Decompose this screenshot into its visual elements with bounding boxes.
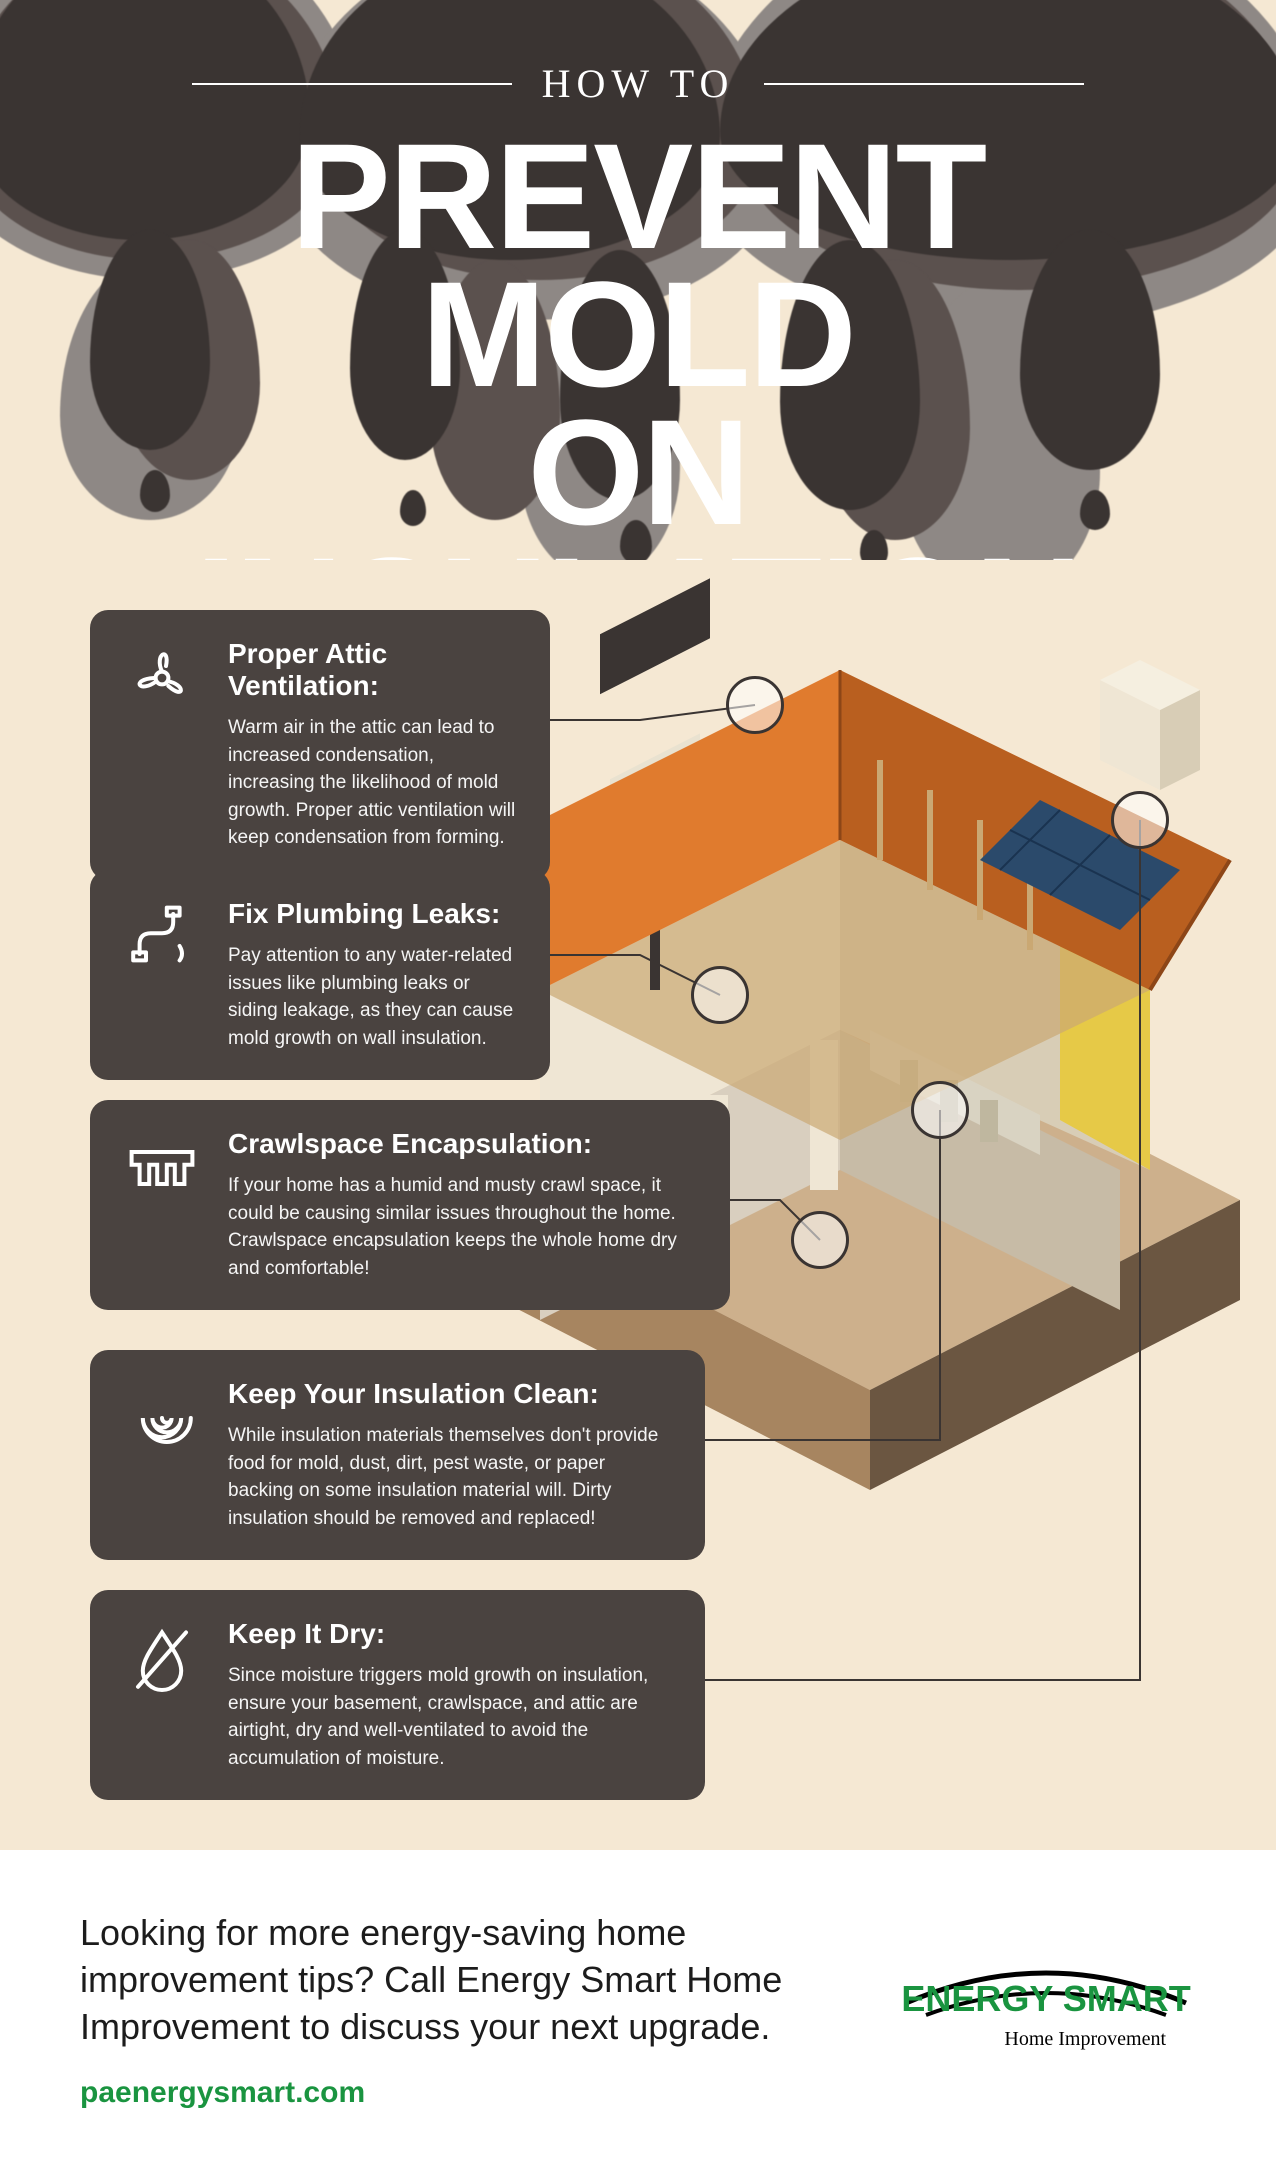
target-marker xyxy=(911,1081,969,1139)
card-body: Since moisture triggers mold growth on i… xyxy=(228,1662,673,1772)
footer: Looking for more energy-saving home impr… xyxy=(0,1850,1276,2180)
brand-logo: ENERGY SMART Home Improvement xyxy=(856,1953,1196,2068)
target-marker xyxy=(726,676,784,734)
card-body: Pay attention to any water-related issue… xyxy=(228,942,518,1052)
main-canvas: Proper Attic Ventilation: Warm air in th… xyxy=(0,560,1276,1850)
divider xyxy=(192,83,512,85)
card-heading: Crawlspace Encapsulation: xyxy=(228,1128,698,1160)
card-heading: Keep Your Insulation Clean: xyxy=(228,1378,673,1410)
footer-cta: Looking for more energy-saving home impr… xyxy=(80,1910,796,2050)
target-marker xyxy=(791,1211,849,1269)
encapsulation-icon xyxy=(122,1128,202,1208)
card-heading: Fix Plumbing Leaks: xyxy=(228,898,518,930)
logo-brand-text: ENERGY SMART xyxy=(901,1978,1190,2019)
target-marker xyxy=(691,966,749,1024)
card-body: While insulation materials themselves do… xyxy=(228,1422,673,1532)
pipe-icon xyxy=(122,898,202,978)
tip-card-ventilation: Proper Attic Ventilation: Warm air in th… xyxy=(90,610,550,880)
card-heading: Keep It Dry: xyxy=(228,1618,673,1650)
card-body: If your home has a humid and musty crawl… xyxy=(228,1172,698,1282)
header: HOW TO PREVENT MOLD ON INSULATION xyxy=(0,0,1276,560)
fan-icon xyxy=(122,638,202,718)
card-body: Warm air in the attic can lead to increa… xyxy=(228,714,518,852)
kicker-text: HOW TO xyxy=(542,60,735,107)
title-line-1: PREVENT MOLD xyxy=(291,112,985,418)
tip-card-clean: Keep Your Insulation Clean: While insula… xyxy=(90,1350,705,1560)
target-marker xyxy=(1111,791,1169,849)
tip-card-dry: Keep It Dry: Since moisture triggers mol… xyxy=(90,1590,705,1800)
droplet-slash-icon xyxy=(122,1618,202,1698)
logo-tag-text: Home Improvement xyxy=(1004,2028,1166,2050)
footer-url[interactable]: paenergysmart.com xyxy=(80,2076,365,2110)
infographic: HOW TO PREVENT MOLD ON INSULATION xyxy=(0,0,1276,2180)
tip-card-crawlspace: Crawlspace Encapsulation: If your home h… xyxy=(90,1100,730,1310)
divider xyxy=(764,83,1084,85)
spiral-icon xyxy=(122,1378,202,1458)
kicker-row: HOW TO xyxy=(100,60,1176,107)
card-heading: Proper Attic Ventilation: xyxy=(228,638,518,702)
tip-card-plumbing: Fix Plumbing Leaks: Pay attention to any… xyxy=(90,870,550,1080)
